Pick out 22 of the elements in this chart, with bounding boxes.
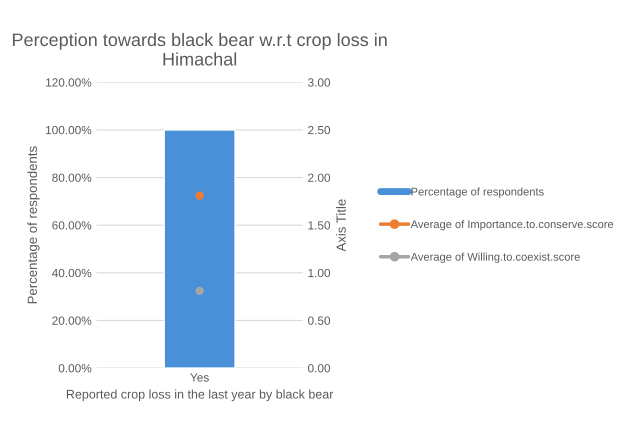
y2-tick-label: 0.00 <box>308 364 330 372</box>
legend-label: Average of Importance.to.conserve.score <box>410 220 614 230</box>
chart-title: Perception towards black bear w.r.t crop loss in Himachal <box>12 32 387 66</box>
y-axis-title: Percentage of respondents <box>27 146 40 304</box>
y2-tick-label: 2.50 <box>308 126 330 134</box>
y2-tick-label: 2.00 <box>308 174 330 182</box>
y2-tick-label: 3.00 <box>308 78 330 87</box>
y-tick-label: 120.00% <box>46 78 92 87</box>
y2-tick-label: 0.50 <box>308 316 330 325</box>
x-tick-label: Yes <box>190 373 209 382</box>
y2-tick-label: 1.50 <box>308 221 330 230</box>
text: Percentage of respondents <box>412 187 544 198</box>
y-tick-label: 0.00% <box>58 364 92 372</box>
y2-axis-title: Axis Title <box>336 199 346 252</box>
legend-label: Average of Willing.to.coexist.score <box>410 252 580 263</box>
x-axis-title: Reported crop loss in the last year by black bear <box>66 389 334 402</box>
y2-tick-label: 1.00 <box>308 268 330 278</box>
y-tick-label: 60.00% <box>52 221 92 230</box>
y-tick-label: 80.00% <box>52 174 92 182</box>
y-tick-label: 100.00% <box>46 126 92 134</box>
y-tick-label: 40.00% <box>52 268 92 278</box>
y-tick-label: 20.00% <box>52 316 92 325</box>
